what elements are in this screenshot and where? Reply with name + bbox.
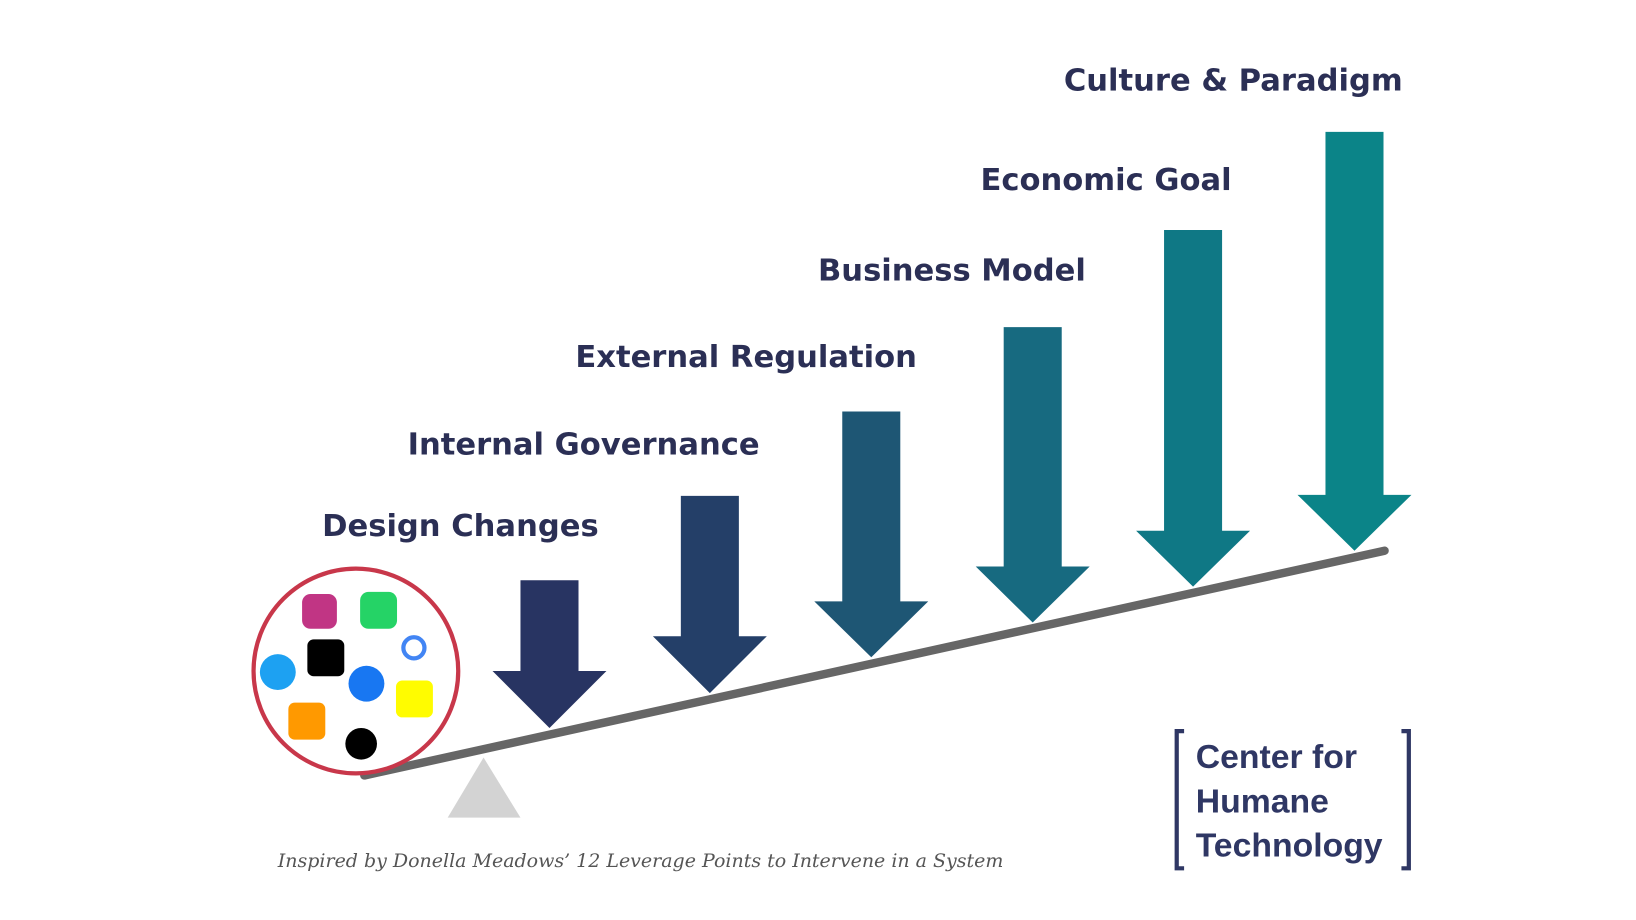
logo-line: Center for: [1196, 738, 1357, 776]
arrow: [1136, 230, 1251, 587]
logo-line: Technology: [1196, 827, 1383, 865]
amazon-icon: [288, 702, 326, 740]
apple-icon: [345, 727, 377, 760]
twitter-icon: [259, 654, 296, 690]
arrow: [652, 495, 767, 694]
logo-line: Humane: [1196, 782, 1329, 820]
lever-label: External Regulation: [575, 340, 917, 375]
lever-label: Design Changes: [322, 509, 599, 544]
lever-label: Economic Goal: [980, 163, 1231, 198]
arrow: [814, 411, 929, 658]
lever-label: Culture & Paradigm: [1064, 64, 1403, 99]
logo-brackets: [1174, 729, 1411, 871]
app-icons: [251, 566, 461, 776]
lever-label: Internal Governance: [408, 428, 760, 463]
tiktok-icon: [307, 639, 345, 677]
instagram-icon: [302, 593, 337, 629]
arrow: [1297, 131, 1412, 551]
google-icon: [401, 635, 427, 661]
arrow: [492, 580, 607, 728]
whatsapp-icon: [360, 591, 398, 629]
logo: Center for Humane Technology: [1174, 729, 1411, 871]
lever: [360, 546, 1389, 780]
facebook-icon: [348, 665, 385, 702]
arrow: [975, 327, 1090, 623]
snapchat-icon: [395, 680, 433, 718]
fulcrum: [447, 757, 521, 818]
lever-label: Business Model: [818, 254, 1086, 289]
footnote: Inspired by Donella Meadows’ 12 Leverage…: [277, 850, 1004, 872]
